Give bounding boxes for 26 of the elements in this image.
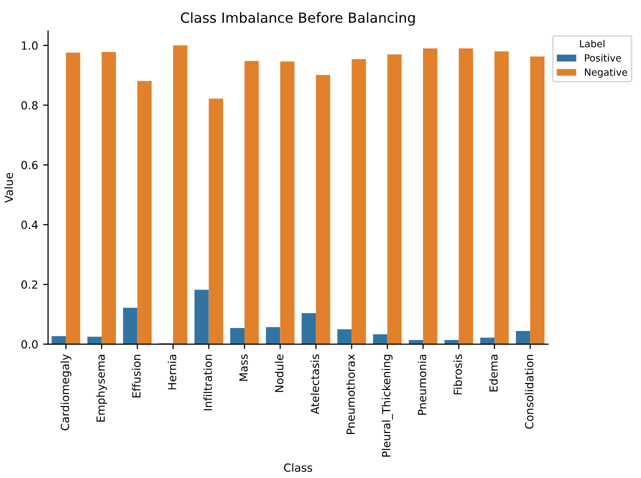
x-tick-label: Infiltration <box>203 354 212 410</box>
y-tick-label: 0.0 <box>21 340 38 349</box>
x-tick-label: Mass <box>239 354 248 381</box>
x-tick-label: Emphysema <box>96 354 108 422</box>
x-tick-label: Effusion <box>132 354 141 398</box>
x-tick-label: Nodule <box>274 354 284 392</box>
y-tick-label: 0.2 <box>21 280 38 289</box>
x-tick-label: Pneumonia <box>418 354 426 415</box>
legend-label: Positive <box>584 54 621 62</box>
x-tick-label: Hernia <box>168 354 176 390</box>
y-tick-label: 0.4 <box>21 220 38 230</box>
x-tick-label: Fibrosis <box>453 354 462 394</box>
x-tick-label: Cardiomegaly <box>60 354 72 430</box>
chart-title: Class Imbalance Before Balancing <box>180 12 415 26</box>
x-axis-title: Class <box>284 463 312 472</box>
x-tick-label: Atelectasis <box>310 354 320 414</box>
y-tick-label: 0.8 <box>21 101 38 110</box>
x-tick-label: Pneumothorax <box>346 354 355 434</box>
x-tick-label: Consolidation <box>524 354 534 429</box>
x-tick-label: Edema <box>489 354 498 392</box>
y-tick-label: 0.6 <box>21 160 38 170</box>
legend-title: Label <box>580 40 604 48</box>
y-axis-title: Value <box>4 172 13 203</box>
x-tick-label: Pleural_Thickening <box>382 354 393 457</box>
y-tick-label: 1.0 <box>22 41 38 50</box>
legend-label: Negative <box>584 68 628 78</box>
